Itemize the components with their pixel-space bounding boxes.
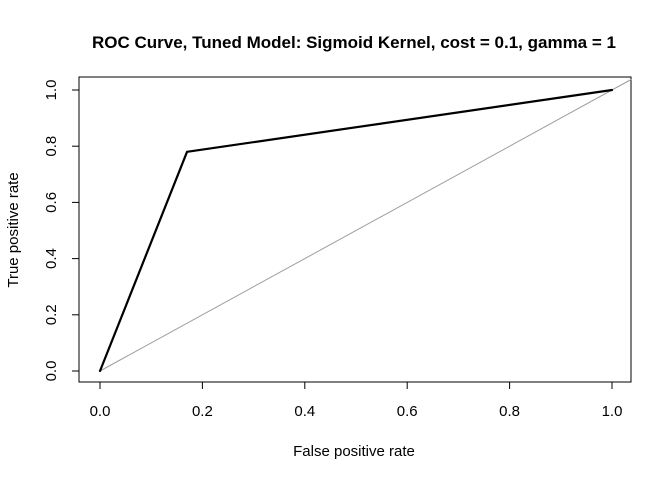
x-tick-label: 0.8 bbox=[499, 403, 520, 420]
y-tick-label: 0.8 bbox=[43, 136, 60, 157]
x-tick-label: 0.4 bbox=[294, 403, 315, 420]
y-tick-label: 0.4 bbox=[43, 248, 60, 269]
x-tick-label: 0.0 bbox=[90, 403, 111, 420]
y-tick-label: 0.2 bbox=[43, 304, 60, 325]
x-tick-label: 1.0 bbox=[602, 403, 623, 420]
x-tick-label: 0.2 bbox=[192, 403, 213, 420]
y-axis: 0.0 0.2 0.4 0.6 0.8 1.0 bbox=[43, 80, 80, 382]
plot-area-border bbox=[78, 76, 632, 383]
x-axis-label: False positive rate bbox=[293, 443, 415, 460]
x-tick-label: 0.6 bbox=[397, 403, 418, 420]
x-axis: 0.0 0.2 0.4 0.6 0.8 1.0 bbox=[90, 381, 623, 420]
reference-diagonal-line bbox=[99, 78, 633, 372]
plot-layer bbox=[98, 78, 633, 373]
y-tick-label: 1.0 bbox=[43, 80, 60, 101]
y-tick-label: 0.0 bbox=[43, 361, 60, 382]
y-axis-label: True positive rate bbox=[5, 172, 22, 287]
chart-title: ROC Curve, Tuned Model: Sigmoid Kernel, … bbox=[92, 33, 616, 52]
y-tick-label: 0.6 bbox=[43, 192, 60, 213]
